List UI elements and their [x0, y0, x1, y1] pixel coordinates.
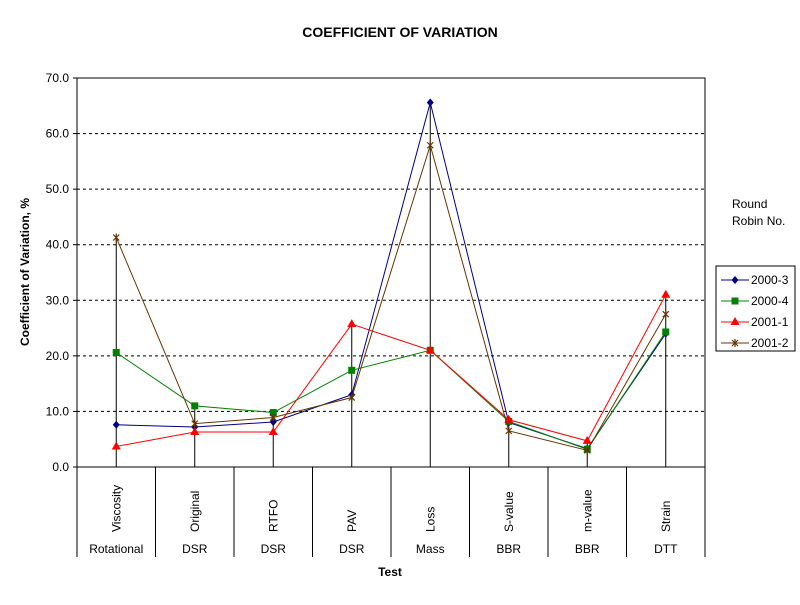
y-tick-label: 40.0 [46, 238, 70, 252]
legend-box [715, 265, 796, 352]
category-group-label: BBR [575, 542, 600, 556]
legend-label: 2001-2 [751, 336, 789, 350]
data-point [348, 393, 356, 402]
y-tick-label: 0.0 [52, 460, 69, 474]
y-tick-label: 50.0 [46, 182, 70, 196]
chart-title: COEFFICIENT OF VARIATION [302, 24, 497, 40]
legend-label: 2000-4 [751, 294, 789, 308]
data-point [269, 409, 277, 417]
category-label: Loss [423, 507, 437, 532]
data-point [112, 349, 120, 357]
data-point [583, 446, 591, 455]
legend-label: 2001-1 [751, 315, 789, 329]
y-tick-label: 60.0 [46, 127, 70, 141]
category-group-label: Mass [416, 542, 445, 556]
x-axis-label: Test [378, 565, 402, 579]
data-point [582, 435, 592, 444]
data-point [348, 366, 356, 374]
data-point [190, 426, 200, 435]
series-line [115, 143, 667, 451]
data-point [112, 233, 120, 242]
series-line [115, 331, 667, 450]
y-tick-label: 70.0 [46, 71, 70, 85]
series-2001-2 [112, 141, 670, 455]
series-2000-3 [112, 98, 670, 453]
category-label: Original [188, 491, 202, 532]
data-point [347, 319, 357, 328]
category-label: Strain [659, 501, 673, 532]
y-axis-label: Coefficient of Variation, % [18, 198, 32, 346]
data-point [662, 328, 670, 336]
legend-marker [731, 276, 739, 284]
legend-label: 2000-3 [751, 273, 789, 287]
legend-title-line2: Robin No. [732, 214, 785, 228]
legend-marker [731, 339, 739, 347]
data-point [112, 420, 120, 429]
data-point [425, 345, 435, 354]
category-label: S-value [502, 491, 516, 532]
data-point [662, 310, 670, 319]
category-group-label: BBR [496, 542, 521, 556]
data-point [661, 289, 671, 298]
category-group-label: Rotational [89, 542, 143, 556]
data-point [505, 426, 513, 435]
data-point [426, 98, 434, 107]
data-point [191, 419, 199, 428]
data-point [191, 402, 199, 410]
category-label: PAV [345, 510, 359, 532]
data-point [111, 441, 121, 450]
category-group-label: DSR [182, 542, 208, 556]
series-line [116, 294, 667, 447]
series-2001-1 [111, 289, 671, 450]
category-label: m-value [580, 489, 594, 532]
category-label: Viscosity [109, 485, 123, 532]
category-group-label: DSR [261, 542, 287, 556]
data-point [426, 141, 434, 150]
y-tick-label: 20.0 [46, 349, 70, 363]
y-tick-label: 30.0 [46, 293, 70, 307]
legend-marker [731, 297, 739, 305]
series-line [116, 102, 667, 450]
legend-title-line1: Round [732, 197, 767, 211]
category-group-label: DTT [654, 542, 678, 556]
data-point [269, 413, 277, 422]
legend: 2000-3 2000-4 2001-1 2001-2 [715, 265, 796, 352]
legend-marker [730, 317, 740, 325]
data-point [504, 414, 514, 423]
y-tick-label: 10.0 [46, 404, 70, 418]
category-label: RTFO [266, 500, 280, 532]
category-group-label: DSR [339, 542, 365, 556]
data-point [268, 426, 278, 435]
